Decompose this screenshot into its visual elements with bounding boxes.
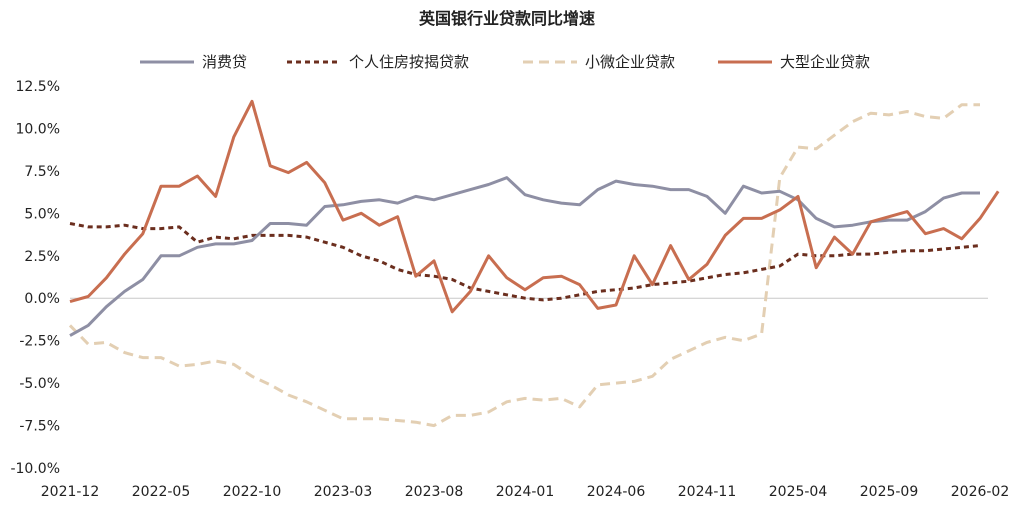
- y-tick-label: -7.5%: [19, 419, 60, 435]
- chart-title: 英国银行业贷款同比增速: [418, 9, 595, 28]
- y-tick-label: -5.0%: [19, 376, 60, 392]
- series-layer: [68, 99, 1000, 428]
- x-tick-label: 2023-03: [314, 484, 373, 500]
- x-tick-label: 2022-10: [223, 484, 282, 500]
- y-tick-label: 10.0%: [16, 121, 60, 137]
- y-tick-label: -2.5%: [19, 334, 60, 350]
- series-line-2: [68, 103, 980, 428]
- x-tick-label: 2025-04: [769, 484, 828, 500]
- series-line-3: [69, 99, 1000, 314]
- x-tick-label: 2023-08: [405, 484, 464, 500]
- x-tick-label: 2024-01: [496, 484, 555, 500]
- y-tick-label: -10.0%: [10, 461, 60, 477]
- series-line-1: [69, 222, 981, 302]
- y-tick-label: 7.5%: [24, 164, 60, 180]
- legend: 消费贷 个人住房按揭贷款 小微企业贷款 大型企业贷款: [140, 53, 870, 71]
- y-tick-label: 5.0%: [24, 206, 60, 222]
- legend-label-1: 个人住房按揭贷款: [349, 53, 469, 71]
- x-tick-label: 2025-09: [860, 484, 919, 500]
- legend-label-0: 消费贷: [202, 53, 247, 71]
- x-tick-label: 2022-05: [132, 484, 191, 500]
- axes: 12.5% 10.0% 7.5% 5.0% 2.5% 0.0% -2.5% -5.0% -7.5…: [10, 79, 1009, 500]
- series-line-0: [69, 176, 980, 337]
- y-tick-label: 12.5%: [16, 79, 60, 95]
- legend-label-3: 大型企业贷款: [780, 53, 870, 71]
- x-tick-label: 2021-12: [41, 484, 100, 500]
- y-tick-label: 0.0%: [24, 291, 60, 307]
- legend-label-2: 小微企业贷款: [585, 53, 675, 71]
- x-tick-label: 2026-02: [951, 484, 1010, 500]
- x-tick-label: 2024-11: [678, 484, 737, 500]
- x-tick-label: 2024-06: [587, 484, 646, 500]
- y-tick-label: 2.5%: [24, 249, 60, 265]
